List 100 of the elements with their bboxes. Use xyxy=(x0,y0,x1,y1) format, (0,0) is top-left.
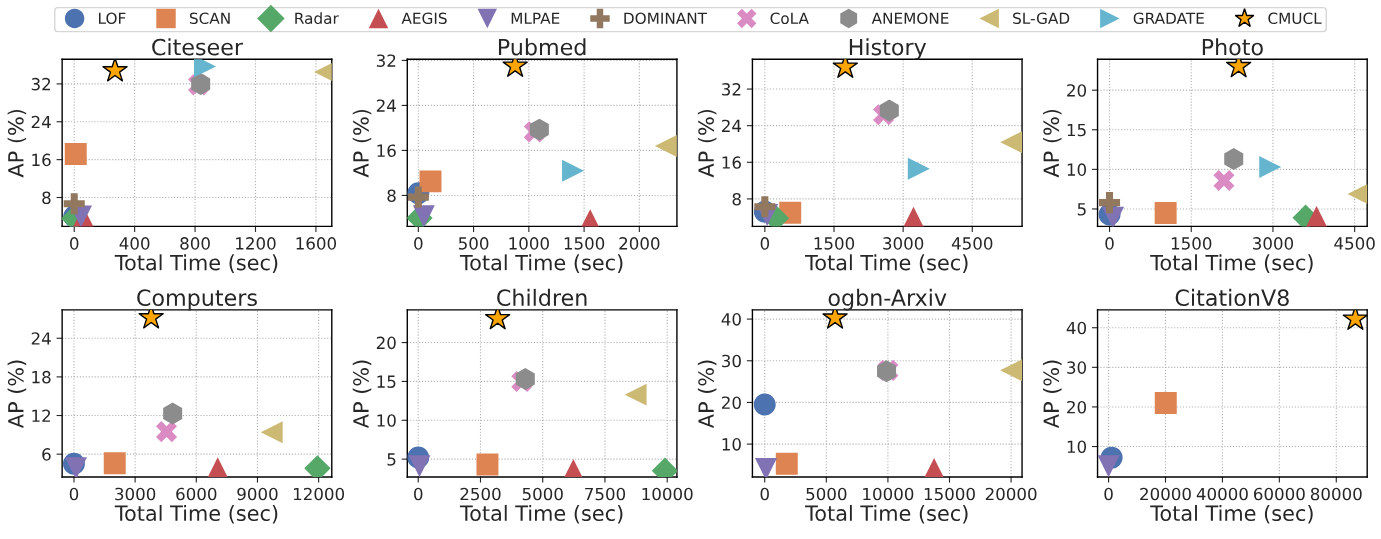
y-tick-label: 15 xyxy=(377,375,396,388)
x-axis-title: Total Time (sec) xyxy=(459,254,623,273)
point xyxy=(103,452,126,475)
x-axis-title: Total Time (sec) xyxy=(1150,504,1313,524)
y-tick-label: 16 xyxy=(32,153,51,167)
chart-title: History xyxy=(849,38,927,60)
y-tick-label: 8 xyxy=(732,192,741,206)
x-axis-title: Total Time (sec) xyxy=(459,504,623,524)
point xyxy=(754,458,777,478)
chart-title: Photo xyxy=(1202,38,1263,56)
y-tick-label: 20 xyxy=(722,396,741,409)
x-tick-label: 10000 xyxy=(642,487,693,501)
y-tick-label: 12 xyxy=(32,409,51,422)
y-tick-label: 40 xyxy=(721,313,741,326)
point xyxy=(754,196,776,218)
y-axis-title: AP (%) xyxy=(352,109,372,178)
y-tick-label: 20 xyxy=(1067,84,1087,97)
x-tick-label: 400 xyxy=(119,237,150,250)
point xyxy=(476,453,499,476)
legend-label: Radar xyxy=(295,12,339,25)
legend-label: MLPAE xyxy=(511,12,560,24)
x-tick-label: 5000 xyxy=(806,487,847,501)
y-tick-label: 6 xyxy=(42,448,51,461)
y-tick-label: 24 xyxy=(31,115,51,129)
chart-title: Citeseer xyxy=(152,38,244,56)
y-axis-title: AP (%) xyxy=(352,360,372,429)
x-tick-label: 1600 xyxy=(296,237,337,250)
x-tick-label: 5000 xyxy=(522,487,563,501)
x-tick-label: 12000 xyxy=(293,487,345,501)
point xyxy=(1154,391,1177,414)
y-axis-title: AP (%) xyxy=(1043,109,1062,178)
point xyxy=(65,457,87,478)
x-axis-title: Total Time (sec) xyxy=(114,254,278,273)
point xyxy=(408,455,431,478)
point xyxy=(775,452,798,475)
x-tick-label: 2500 xyxy=(460,487,501,501)
legend-label: SCAN xyxy=(189,12,230,25)
y-tick-label: 32 xyxy=(31,77,51,91)
x-tick-label: 9000 xyxy=(237,487,278,501)
x-tick-label: 1200 xyxy=(236,237,276,250)
y-tick-label: 24 xyxy=(376,99,396,112)
x-tick-label: 7500 xyxy=(585,487,626,501)
y-tick-label: 18 xyxy=(32,370,51,384)
y-tick-label: 32 xyxy=(722,83,741,96)
point xyxy=(1342,309,1368,330)
x-tick-label: 2000 xyxy=(619,237,660,250)
x-tick-label: 6000 xyxy=(176,487,217,501)
x-tick-label: 80000 xyxy=(1310,487,1362,501)
x-tick-label: 0 xyxy=(414,487,423,501)
y-tick-label: 32 xyxy=(376,54,396,67)
y-tick-label: 10 xyxy=(377,414,396,427)
y-tick-label: 20 xyxy=(1067,400,1087,414)
y-tick-label: 15 xyxy=(1067,123,1086,137)
y-tick-label: 30 xyxy=(1067,361,1087,374)
y-tick-label: 10 xyxy=(722,438,741,451)
x-tick-label: 15000 xyxy=(924,487,975,501)
point xyxy=(1000,359,1023,382)
y-tick-label: 8 xyxy=(42,191,51,205)
x-tick-label: 0 xyxy=(70,237,79,250)
x-tick-label: 10000 xyxy=(863,487,914,501)
x-tick-label: 0 xyxy=(69,487,79,501)
point xyxy=(1099,192,1121,214)
x-tick-label: 3000 xyxy=(883,237,924,250)
y-tick-label: 40 xyxy=(1066,321,1087,335)
chart-title: ogbn-Arxiv xyxy=(828,288,947,311)
x-tick-label: 40000 xyxy=(1196,487,1248,501)
y-tick-label: 8 xyxy=(387,189,396,203)
legend-label: DOMINANT xyxy=(624,12,708,25)
point xyxy=(63,193,85,215)
point xyxy=(419,170,442,193)
point xyxy=(1259,156,1282,178)
y-tick-label: 16 xyxy=(377,144,396,157)
y-axis-title: AP (%) xyxy=(1043,360,1062,429)
x-tick-label: 4500 xyxy=(951,237,993,250)
y-tick-label: 24 xyxy=(31,332,51,345)
point xyxy=(654,134,677,157)
y-tick-label: 10 xyxy=(1067,163,1087,176)
point xyxy=(64,142,87,165)
y-tick-label: 24 xyxy=(722,119,742,132)
y-tick-label: 20 xyxy=(376,336,396,350)
point xyxy=(529,118,549,141)
chart-title: Children xyxy=(497,288,587,307)
x-tick-label: 1500 xyxy=(1171,237,1212,250)
x-tick-label: 1500 xyxy=(564,237,605,250)
point xyxy=(1224,148,1244,171)
y-tick-label: 16 xyxy=(722,156,741,169)
x-tick-label: 500 xyxy=(458,237,489,250)
point xyxy=(1213,169,1235,191)
point xyxy=(163,402,183,425)
x-tick-label: 0 xyxy=(1105,237,1114,250)
y-axis-title: AP (%) xyxy=(7,360,27,429)
point xyxy=(624,383,647,406)
legend-label: GRADATE xyxy=(1133,12,1204,25)
point xyxy=(102,59,128,82)
point xyxy=(562,159,585,182)
legend-label: CMUCL xyxy=(1268,12,1322,25)
x-axis-title: Total Time (sec) xyxy=(114,504,278,524)
x-tick-label: 0 xyxy=(760,487,769,501)
point xyxy=(260,421,283,444)
point xyxy=(156,421,178,443)
